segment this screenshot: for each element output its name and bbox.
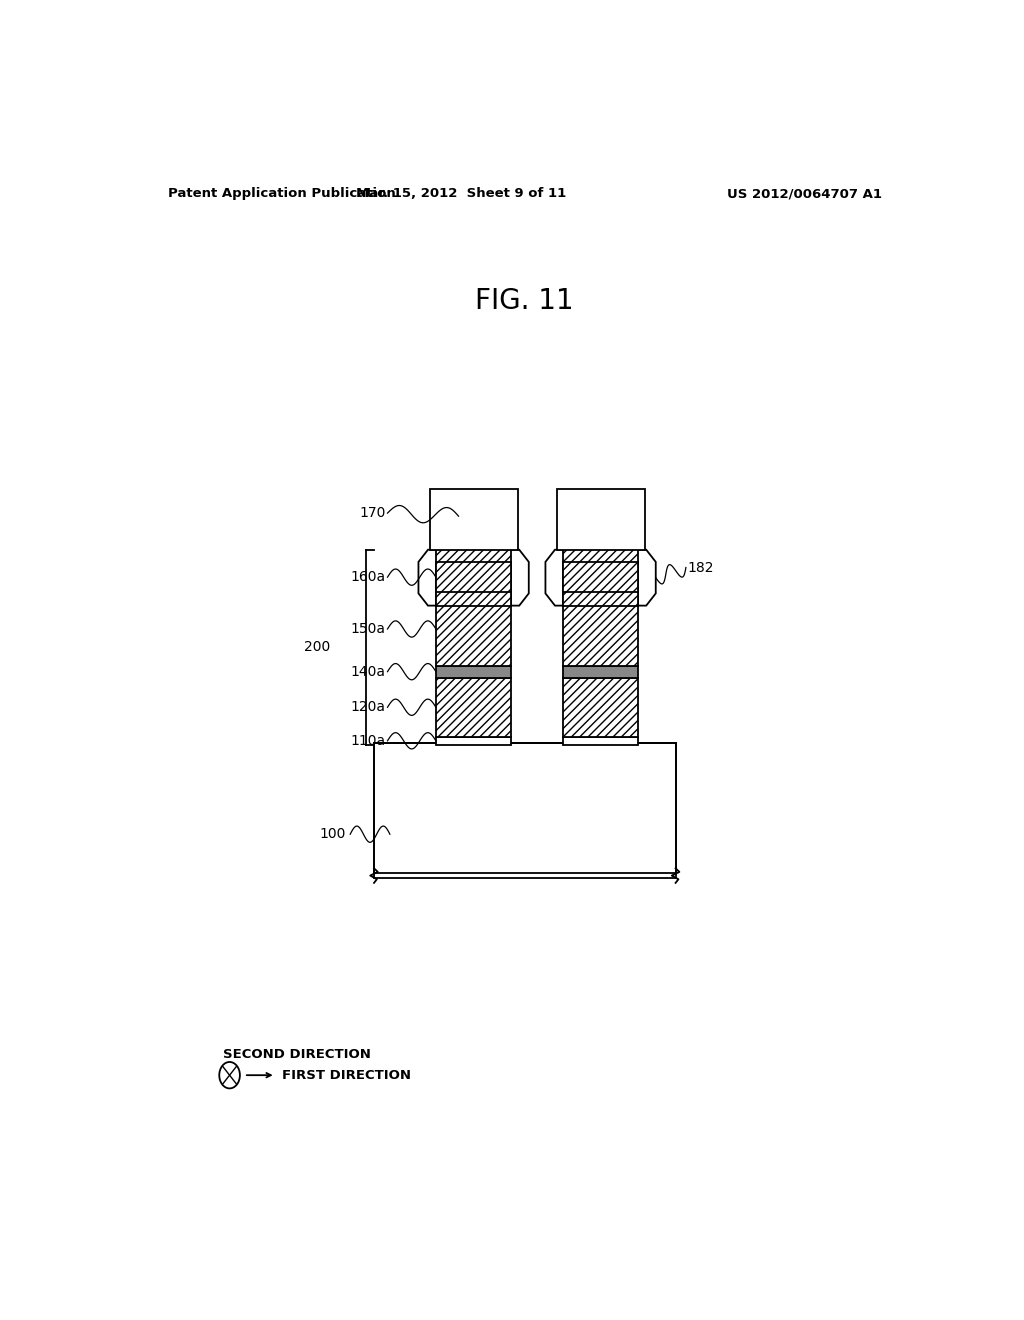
Text: Mar. 15, 2012  Sheet 9 of 11: Mar. 15, 2012 Sheet 9 of 11 bbox=[356, 187, 566, 201]
Polygon shape bbox=[546, 549, 655, 606]
Text: US 2012/0064707 A1: US 2012/0064707 A1 bbox=[727, 187, 882, 201]
Bar bbox=[374, 743, 676, 878]
Text: 100: 100 bbox=[319, 828, 346, 841]
Bar bbox=[563, 737, 638, 744]
Bar bbox=[436, 665, 511, 677]
Text: 150a: 150a bbox=[351, 622, 386, 636]
Text: 200: 200 bbox=[304, 640, 331, 655]
Bar bbox=[436, 562, 511, 593]
Bar bbox=[436, 737, 511, 744]
Bar bbox=[563, 549, 638, 606]
Bar bbox=[430, 488, 518, 549]
Text: SECOND DIRECTION: SECOND DIRECTION bbox=[223, 1048, 371, 1061]
Bar bbox=[436, 593, 511, 665]
Bar bbox=[557, 488, 645, 549]
Text: 170: 170 bbox=[359, 506, 386, 520]
Bar bbox=[563, 593, 638, 665]
Polygon shape bbox=[419, 549, 528, 606]
Bar bbox=[436, 677, 511, 737]
Text: FIG. 11: FIG. 11 bbox=[475, 286, 574, 314]
Text: 160a: 160a bbox=[351, 570, 386, 585]
Bar bbox=[436, 549, 511, 606]
Text: 140a: 140a bbox=[351, 665, 386, 678]
Bar bbox=[563, 677, 638, 737]
Text: 120a: 120a bbox=[351, 700, 386, 714]
Text: Patent Application Publication: Patent Application Publication bbox=[168, 187, 395, 201]
Text: FIRST DIRECTION: FIRST DIRECTION bbox=[282, 1069, 411, 1081]
Bar bbox=[563, 665, 638, 677]
Bar bbox=[563, 562, 638, 593]
Text: 182: 182 bbox=[687, 561, 714, 574]
Text: 110a: 110a bbox=[351, 734, 386, 748]
